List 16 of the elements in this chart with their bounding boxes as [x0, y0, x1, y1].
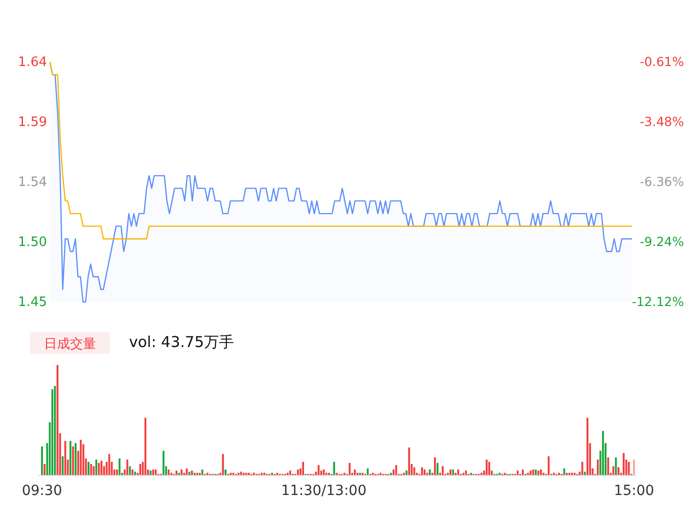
x-tick-label: 15:00: [614, 483, 654, 499]
y2-tick-label: -9.24%: [640, 234, 684, 249]
text: vol: 43.75万手: [129, 333, 234, 351]
y-tick-label: 1.54: [18, 175, 47, 190]
line-series: [49, 61, 633, 240]
y-tick-label: 1.64: [18, 55, 47, 70]
y-tick-label: 1.50: [18, 235, 47, 250]
y-tick-label: 1.45: [18, 295, 47, 310]
x-tick-label: 11:30/13:00: [281, 483, 366, 499]
y-tick-label: 1.59: [18, 115, 47, 130]
y2-tick-label: -6.36%: [640, 174, 684, 189]
y2-tick-label: -12.12%: [632, 294, 684, 309]
y2-tick-label: -3.48%: [640, 114, 684, 129]
text: 日成交量: [44, 336, 96, 352]
y2-tick-label: -0.61%: [640, 54, 684, 69]
x-tick-label: 09:30: [22, 483, 62, 499]
